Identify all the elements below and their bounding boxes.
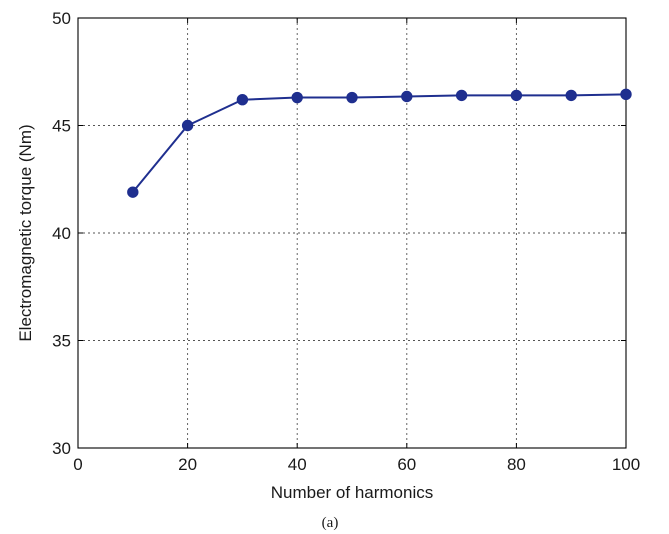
data-point: [510, 89, 523, 102]
y-tick-label: 45: [52, 117, 71, 136]
x-tick-label: 40: [288, 455, 307, 474]
x-axis-title: Number of harmonics: [271, 483, 434, 502]
series-line: [132, 93, 627, 193]
x-tick-label: 100: [612, 455, 640, 474]
y-tick-label: 50: [52, 9, 71, 28]
axis-ticks: 0 20 40 60 80 100 30 35 40 45 50: [52, 9, 640, 474]
data-point: [401, 90, 413, 103]
y-tick-label: 35: [52, 332, 71, 351]
data-point: [565, 89, 577, 102]
data-point: [181, 119, 194, 132]
data-point: [346, 91, 358, 104]
x-tick-label: 20: [178, 455, 197, 474]
data-point: [291, 91, 303, 104]
data-point: [236, 94, 249, 106]
data-point: [620, 88, 632, 101]
y-axis-title: Electromagnetic torque (Nm): [16, 124, 35, 341]
data-point: [455, 89, 468, 102]
figure-caption: (a): [322, 515, 339, 531]
series-torque: [127, 88, 632, 198]
grid-lines: [78, 18, 626, 448]
x-tick-label: 0: [73, 455, 82, 474]
y-tick-label: 40: [52, 224, 71, 243]
data-point: [127, 186, 139, 198]
x-tick-label: 80: [507, 455, 526, 474]
y-tick-label: 30: [52, 439, 71, 458]
x-tick-label: 60: [397, 455, 416, 474]
